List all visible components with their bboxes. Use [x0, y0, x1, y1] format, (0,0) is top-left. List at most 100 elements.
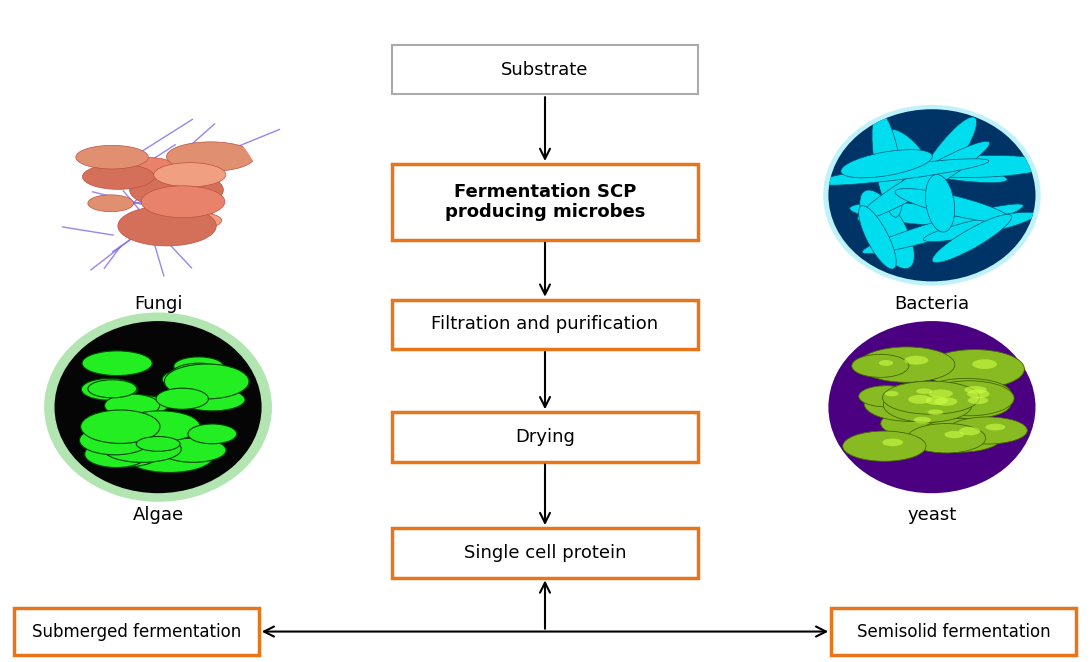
Ellipse shape	[881, 410, 950, 437]
Ellipse shape	[160, 438, 226, 462]
Ellipse shape	[932, 214, 1012, 263]
Ellipse shape	[113, 435, 161, 453]
Ellipse shape	[944, 431, 964, 438]
Ellipse shape	[843, 431, 926, 461]
Ellipse shape	[180, 389, 245, 411]
Text: Fungi: Fungi	[134, 295, 182, 312]
Ellipse shape	[879, 360, 893, 366]
FancyBboxPatch shape	[392, 528, 698, 577]
Ellipse shape	[919, 418, 1004, 452]
Ellipse shape	[895, 189, 1010, 222]
Ellipse shape	[928, 409, 943, 415]
Ellipse shape	[883, 381, 980, 414]
Ellipse shape	[885, 391, 898, 397]
Ellipse shape	[81, 410, 160, 444]
Ellipse shape	[858, 141, 990, 220]
Ellipse shape	[130, 171, 223, 209]
Ellipse shape	[906, 163, 1007, 183]
Ellipse shape	[104, 436, 181, 462]
Ellipse shape	[925, 397, 947, 405]
Ellipse shape	[929, 389, 1010, 418]
FancyBboxPatch shape	[392, 164, 698, 240]
Ellipse shape	[76, 146, 148, 169]
Ellipse shape	[83, 164, 155, 189]
Ellipse shape	[840, 150, 932, 178]
Ellipse shape	[90, 443, 159, 467]
FancyBboxPatch shape	[832, 608, 1077, 655]
FancyBboxPatch shape	[392, 45, 698, 95]
Ellipse shape	[54, 109, 262, 281]
Ellipse shape	[157, 189, 210, 209]
Ellipse shape	[985, 424, 1005, 430]
Ellipse shape	[136, 436, 180, 451]
Text: yeast: yeast	[907, 506, 957, 524]
Ellipse shape	[174, 213, 221, 228]
Ellipse shape	[823, 105, 1041, 286]
Ellipse shape	[82, 351, 153, 375]
Ellipse shape	[187, 424, 237, 444]
Ellipse shape	[121, 411, 199, 442]
Ellipse shape	[162, 369, 210, 389]
Ellipse shape	[859, 347, 955, 383]
Ellipse shape	[882, 439, 904, 446]
Ellipse shape	[82, 379, 137, 401]
Ellipse shape	[884, 129, 931, 181]
Ellipse shape	[859, 386, 913, 407]
Ellipse shape	[167, 142, 255, 171]
Text: Bacteria: Bacteria	[895, 295, 969, 312]
Ellipse shape	[125, 440, 214, 473]
Ellipse shape	[142, 186, 225, 218]
Text: Submerged fermentation: Submerged fermentation	[32, 622, 241, 641]
Ellipse shape	[905, 355, 929, 365]
Ellipse shape	[148, 201, 197, 216]
Ellipse shape	[118, 206, 216, 246]
Ellipse shape	[828, 321, 1036, 493]
Ellipse shape	[929, 389, 953, 398]
Ellipse shape	[911, 156, 1051, 177]
Ellipse shape	[923, 213, 1037, 242]
Ellipse shape	[889, 389, 983, 423]
Ellipse shape	[173, 357, 223, 375]
Ellipse shape	[85, 441, 148, 467]
Ellipse shape	[925, 350, 1025, 389]
Ellipse shape	[967, 389, 990, 399]
Ellipse shape	[907, 424, 985, 453]
Ellipse shape	[968, 397, 989, 404]
Text: Filtration and purification: Filtration and purification	[432, 315, 658, 334]
Ellipse shape	[121, 158, 174, 173]
Ellipse shape	[959, 427, 980, 436]
Ellipse shape	[860, 190, 915, 269]
Ellipse shape	[965, 386, 986, 394]
Ellipse shape	[170, 363, 228, 387]
Text: Algae: Algae	[133, 506, 183, 524]
Ellipse shape	[105, 394, 159, 417]
Ellipse shape	[916, 389, 932, 394]
Ellipse shape	[859, 206, 896, 269]
FancyBboxPatch shape	[392, 300, 698, 350]
Ellipse shape	[934, 397, 957, 406]
Ellipse shape	[815, 159, 989, 185]
Ellipse shape	[947, 417, 1028, 444]
Ellipse shape	[154, 163, 226, 187]
Ellipse shape	[886, 383, 949, 404]
Text: Semisolid fermentation: Semisolid fermentation	[857, 622, 1051, 641]
Ellipse shape	[972, 359, 997, 369]
Ellipse shape	[851, 354, 909, 377]
Ellipse shape	[908, 395, 932, 404]
Text: Single cell protein: Single cell protein	[463, 544, 627, 562]
Ellipse shape	[156, 388, 208, 409]
Ellipse shape	[850, 203, 991, 226]
Text: Substrate: Substrate	[501, 60, 589, 79]
Ellipse shape	[106, 395, 169, 415]
Ellipse shape	[828, 109, 1036, 281]
Text: Fermentation SCP
producing microbes: Fermentation SCP producing microbes	[445, 183, 645, 221]
Text: Drying: Drying	[516, 428, 574, 446]
Ellipse shape	[165, 364, 249, 399]
Ellipse shape	[913, 417, 931, 424]
Ellipse shape	[80, 426, 150, 455]
Ellipse shape	[88, 195, 134, 212]
Ellipse shape	[924, 381, 1014, 416]
FancyBboxPatch shape	[392, 412, 698, 462]
Ellipse shape	[883, 388, 972, 422]
FancyBboxPatch shape	[13, 608, 259, 655]
